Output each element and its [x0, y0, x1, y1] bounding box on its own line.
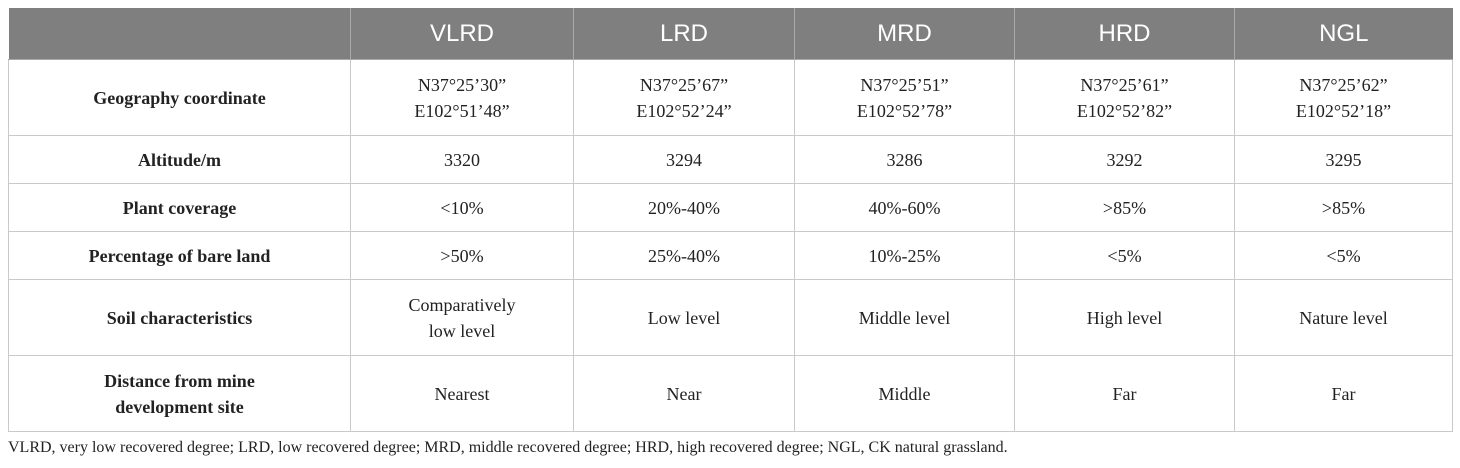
- table-row: Distance from mine development site Neare…: [8, 355, 1453, 432]
- table-header-row: VLRD LRD MRD HRD NGL: [8, 8, 1453, 60]
- cell-line: E102°52’18”: [1295, 100, 1392, 121]
- row-header-bare-land: Percentage of bare land: [8, 231, 351, 280]
- cell-line: N37°25’30”: [417, 74, 507, 95]
- table-cell: >85%: [1014, 183, 1235, 232]
- table-cell: 3286: [794, 135, 1015, 184]
- header-cell-blank: [8, 8, 351, 60]
- table-cell: <5%: [1014, 231, 1235, 280]
- cell-line: E102°52’78”: [856, 100, 953, 121]
- table-cell: 40%-60%: [794, 183, 1015, 232]
- table-cell: N37°25’51” E102°52’78”: [794, 59, 1015, 136]
- table-cell: N37°25’67” E102°52’24”: [573, 59, 795, 136]
- row-header-soil-characteristics: Soil characteristics: [8, 279, 351, 356]
- cell-line: N37°25’51”: [860, 74, 949, 95]
- table-cell: Near: [573, 355, 795, 432]
- table-cell: 3320: [350, 135, 574, 184]
- table-cell: Comparatively low level: [350, 279, 574, 356]
- table-row: Plant coverage <10% 20%-40% 40%-60% >85%…: [8, 183, 1453, 232]
- table-cell: Nearest: [350, 355, 574, 432]
- header-cell-mrd: MRD: [794, 8, 1015, 60]
- table-cell: 3294: [573, 135, 795, 184]
- site-table-container: VLRD LRD MRD HRD NGL Geography coordinat…: [8, 8, 1453, 432]
- table-cell: Nature level: [1234, 279, 1453, 356]
- cell-line: Comparatively: [408, 294, 516, 315]
- table-cell: N37°25’62” E102°52’18”: [1234, 59, 1453, 136]
- table-cell: >50%: [350, 231, 574, 280]
- table-cell: 20%-40%: [573, 183, 795, 232]
- cell-line: E102°51’48”: [414, 100, 510, 121]
- row-header-altitude: Altitude/m: [8, 135, 351, 184]
- table-row: Geography coordinate N37°25’30” E102°51’4…: [8, 59, 1453, 136]
- table-cell: Far: [1234, 355, 1453, 432]
- header-cell-hrd: HRD: [1014, 8, 1235, 60]
- site-characteristics-table: VLRD LRD MRD HRD NGL Geography coordinat…: [8, 8, 1453, 432]
- cell-line: N37°25’67”: [639, 74, 729, 95]
- table-footnote: VLRD, very low recovered degree; LRD, lo…: [8, 439, 1008, 456]
- table-cell: <5%: [1234, 231, 1453, 280]
- row-header-line: development site: [115, 396, 244, 417]
- table-cell: Far: [1014, 355, 1235, 432]
- header-cell-ngl: NGL: [1234, 8, 1453, 60]
- row-header-plant-coverage: Plant coverage: [8, 183, 351, 232]
- cell-line: N37°25’62”: [1299, 74, 1388, 95]
- cell-line: N37°25’61”: [1080, 74, 1169, 95]
- table-cell: 25%-40%: [573, 231, 795, 280]
- header-cell-vlrd: VLRD: [350, 8, 574, 60]
- table-cell: 3292: [1014, 135, 1235, 184]
- cell-line: low level: [428, 320, 496, 341]
- table-cell: High level: [1014, 279, 1235, 356]
- table-cell: Low level: [573, 279, 795, 356]
- table-cell: 3295: [1234, 135, 1453, 184]
- row-header-geography-coordinate: Geography coordinate: [8, 59, 351, 136]
- table-cell: >85%: [1234, 183, 1453, 232]
- table-cell: Middle level: [794, 279, 1015, 356]
- table-cell: N37°25’61” E102°52’82”: [1014, 59, 1235, 136]
- cell-line: E102°52’82”: [1076, 100, 1173, 121]
- header-cell-lrd: LRD: [573, 8, 795, 60]
- table-cell: N37°25’30” E102°51’48”: [350, 59, 574, 136]
- table-cell: Middle: [794, 355, 1015, 432]
- cell-line: E102°52’24”: [636, 100, 732, 121]
- row-header-line: Distance from mine: [104, 370, 255, 391]
- table-row: Soil characteristics Comparatively low le…: [8, 279, 1453, 356]
- row-header-distance: Distance from mine development site: [8, 355, 351, 432]
- table-cell: <10%: [350, 183, 574, 232]
- table-row: Altitude/m 3320 3294 3286 3292 3295: [8, 135, 1453, 184]
- table-cell: 10%-25%: [794, 231, 1015, 280]
- table-row: Percentage of bare land >50% 25%-40% 10%…: [8, 231, 1453, 280]
